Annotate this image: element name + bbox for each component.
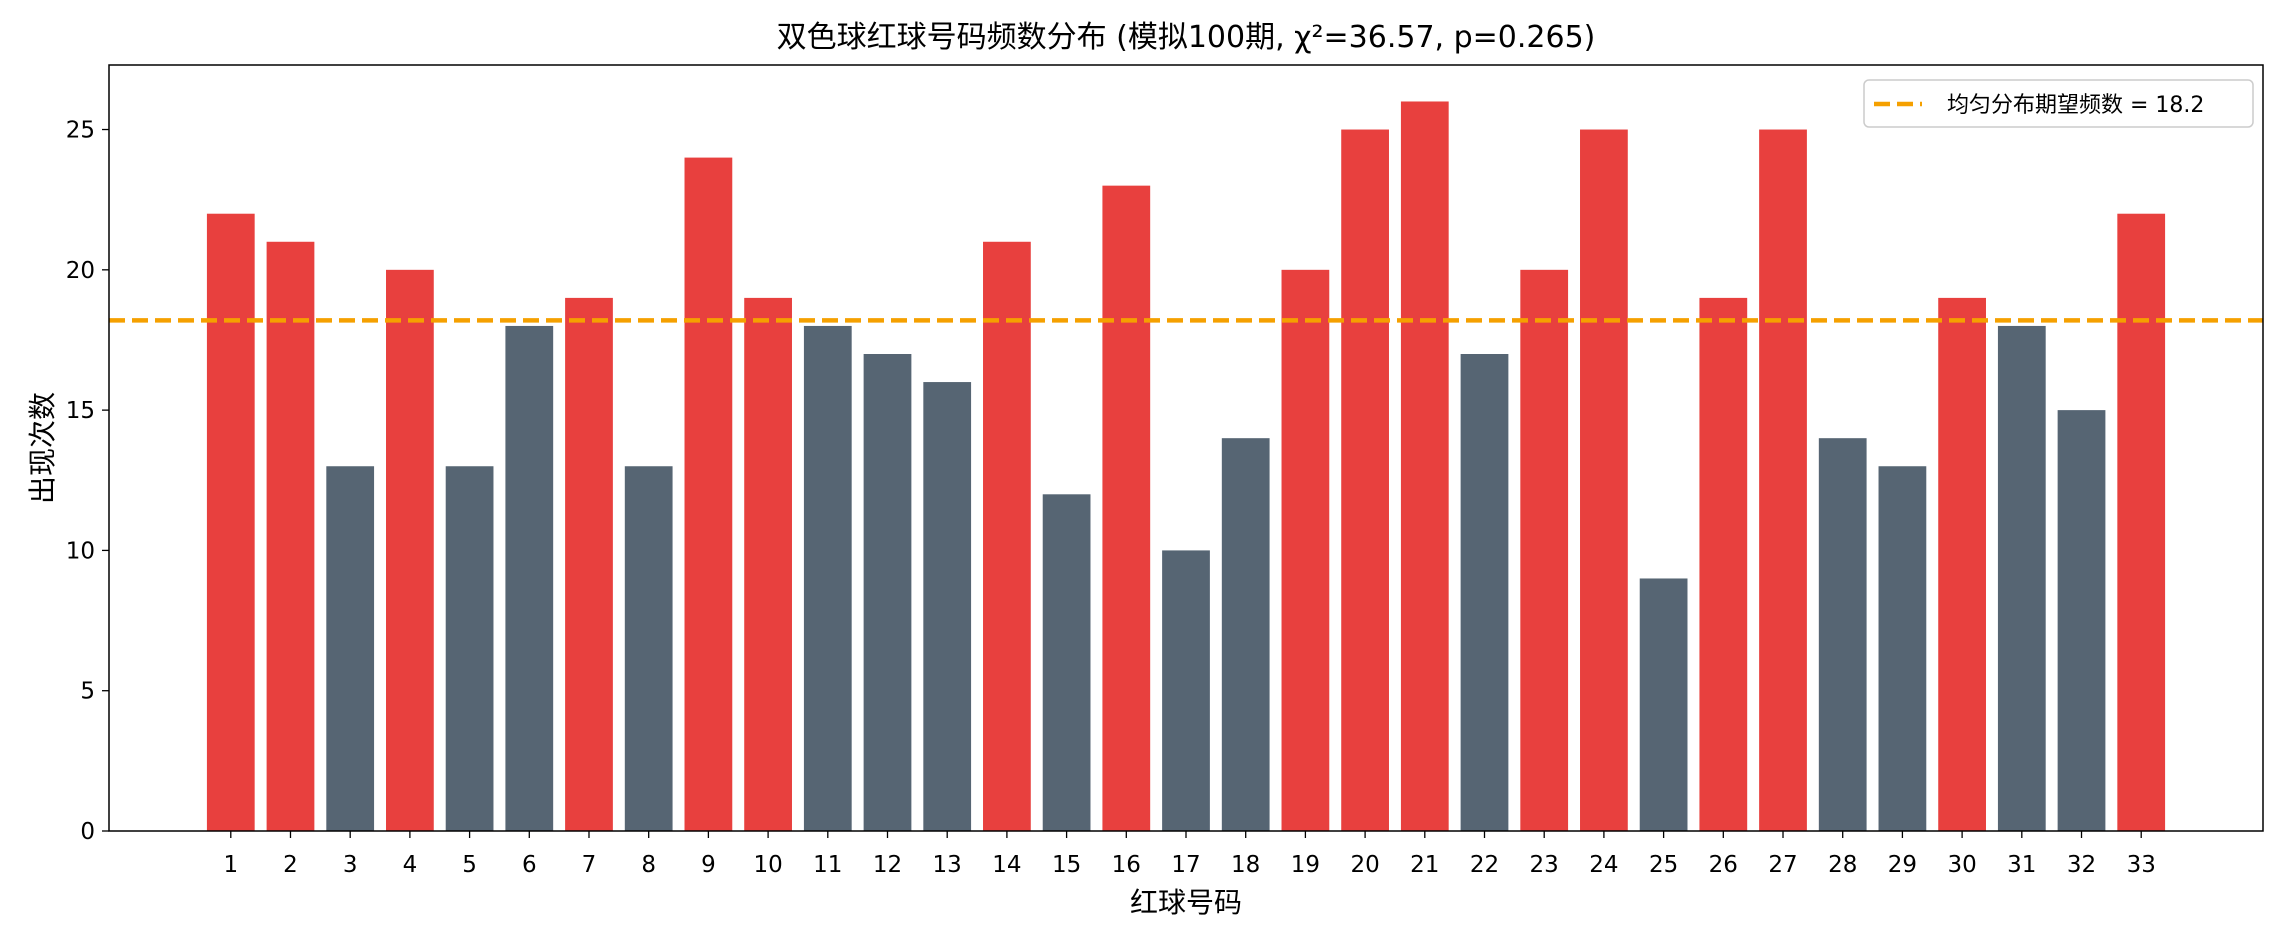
x-tick-label-32: 32: [2067, 852, 2096, 878]
bar-5: [445, 466, 494, 831]
x-tick-label-23: 23: [1530, 852, 1559, 878]
legend-box: [1863, 79, 2254, 128]
bar-11: [803, 325, 852, 831]
bar-9: [684, 157, 733, 832]
bar-3: [326, 466, 375, 831]
y-axis: 0 5 10 15 20 25: [66, 118, 109, 845]
bar-12: [863, 354, 912, 831]
x-tick-label-1: 1: [223, 852, 238, 878]
x-tick-label-4: 4: [403, 852, 418, 878]
x-tick-label-19: 19: [1291, 852, 1320, 878]
x-tick-label-9: 9: [701, 852, 716, 878]
bar-4: [386, 269, 434, 832]
x-tick-label-7: 7: [582, 852, 597, 878]
x-tick-label-6: 6: [522, 852, 537, 878]
bar-15: [1042, 494, 1091, 831]
x-tick-label-8: 8: [641, 852, 656, 878]
bar-33: [2117, 213, 2166, 831]
bar-2: [266, 241, 315, 831]
bar-31: [1997, 325, 2046, 831]
bar-8: [624, 466, 673, 831]
bar-7: [565, 297, 613, 831]
x-tick-label-2: 2: [283, 852, 298, 878]
x-tick-label-10: 10: [753, 852, 782, 878]
bar-25: [1639, 578, 1688, 831]
x-axis-label: 红球号码: [1130, 886, 1242, 919]
x-tick-label-16: 16: [1112, 852, 1141, 878]
bar-16: [1102, 185, 1151, 831]
x-tick-label-28: 28: [1828, 852, 1857, 878]
y-axis-label: 出现次数: [26, 392, 59, 504]
x-tick-label-15: 15: [1052, 852, 1081, 878]
x-tick-label-3: 3: [343, 852, 358, 878]
x-tick-label-33: 33: [2127, 852, 2156, 878]
y-tick-label-25: 25: [66, 118, 95, 144]
x-tick-label-30: 30: [1947, 852, 1976, 878]
bar-22: [1460, 354, 1509, 831]
chart-title: 双色球红球号码频数分布 (模拟100期, χ²=36.57, p=0.265): [777, 20, 1596, 55]
bar-26: [1699, 297, 1748, 831]
x-tick-label-17: 17: [1171, 852, 1200, 878]
bar-14: [983, 241, 1031, 831]
bar-19: [1281, 269, 1330, 832]
bar-23: [1520, 269, 1569, 832]
x-tick-label-31: 31: [2007, 852, 2036, 878]
x-tick-label-13: 13: [933, 852, 962, 878]
x-tick-label-22: 22: [1470, 852, 1499, 878]
legend-label: 均匀分布期望频数 = 18.2: [1947, 93, 2204, 118]
bar-20: [1341, 129, 1389, 831]
x-tick-label-29: 29: [1888, 852, 1917, 878]
bar-6: [505, 325, 554, 831]
x-tick-label-14: 14: [992, 852, 1021, 878]
y-tick-label-15: 15: [66, 398, 95, 424]
x-tick-label-25: 25: [1649, 852, 1678, 878]
axes-frame: [108, 64, 2264, 832]
bar-18: [1221, 438, 1270, 831]
x-tick-label-26: 26: [1709, 852, 1738, 878]
bar-32: [2057, 410, 2106, 831]
y-tick-label-20: 20: [66, 258, 95, 284]
bar-24: [1580, 129, 1628, 831]
x-tick-label-24: 24: [1589, 852, 1618, 878]
x-axis: 1 2 3 4 5 6 7 8 9 10 11 12 13 14 15 16 17 18 19 20 21 22 23 24 2…: [223, 831, 2156, 878]
bar-29: [1878, 466, 1927, 831]
y-tick-label-0: 0: [80, 819, 95, 845]
legend: 均匀分布期望频数 = 18.2: [1863, 79, 2254, 128]
bar-10: [744, 297, 792, 831]
x-tick-label-11: 11: [813, 852, 842, 878]
x-tick-label-20: 20: [1350, 852, 1379, 878]
bar-30: [1938, 297, 1986, 831]
y-tick-label-5: 5: [80, 679, 95, 705]
bars-group: [206, 101, 2166, 832]
bar-21: [1400, 101, 1449, 832]
x-tick-label-12: 12: [873, 852, 902, 878]
x-tick-label-18: 18: [1231, 852, 1260, 878]
y-tick-label-10: 10: [66, 538, 95, 564]
bar-28: [1818, 438, 1867, 831]
axes-spines: [108, 64, 2264, 832]
x-tick-label-5: 5: [462, 852, 477, 878]
bar-27: [1759, 129, 1807, 831]
bar-17: [1162, 550, 1210, 831]
x-tick-label-21: 21: [1410, 852, 1439, 878]
bar-13: [923, 382, 972, 831]
bar-1: [206, 213, 255, 831]
x-tick-label-27: 27: [1768, 852, 1797, 878]
